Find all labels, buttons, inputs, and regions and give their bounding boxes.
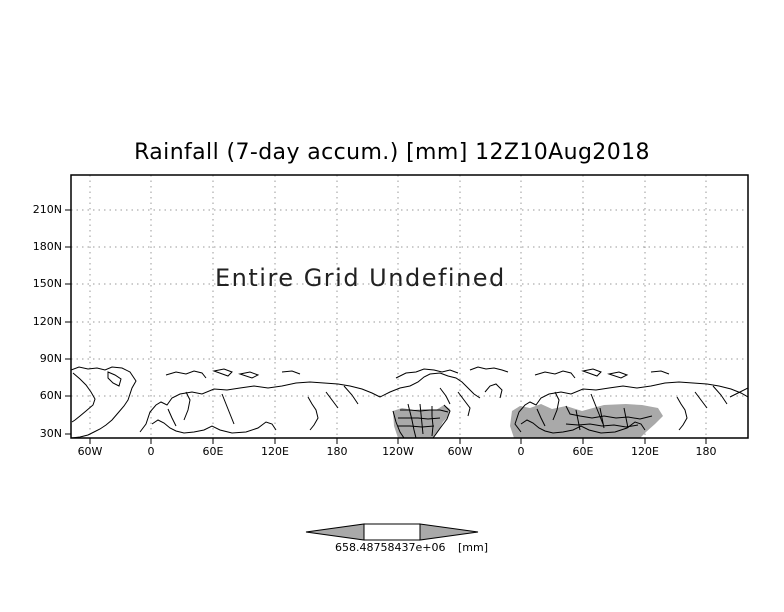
map-gridlines	[71, 175, 748, 438]
y-tick-label: 60N	[39, 389, 62, 402]
y-tick-label: 90N	[39, 352, 62, 365]
coastlines	[71, 366, 748, 438]
y-tick-label: 150N	[32, 277, 62, 290]
x-tick-label: 180	[695, 445, 717, 458]
plot-frame	[70, 174, 749, 439]
x-tick-label: 120E	[261, 445, 289, 458]
x-tick-label: 0	[147, 445, 155, 458]
undefined-grid-message: Entire Grid Undefined	[215, 264, 506, 292]
colorbar-box	[363, 523, 421, 541]
x-tick-label: 60W	[77, 445, 103, 458]
x-tick-label: 120E	[631, 445, 659, 458]
y-tick-label: 210N	[32, 203, 62, 216]
x-axis-ticks	[89, 438, 707, 444]
y-axis-ticks	[65, 209, 71, 435]
colorbar-value-label: 658.48758437e+06	[335, 541, 446, 554]
y-tick-label: 180N	[32, 240, 62, 253]
shading-eurasia	[510, 404, 663, 438]
colorbar	[305, 523, 479, 541]
x-tick-label: 60E	[572, 445, 594, 458]
colorbar-left-arrow	[305, 523, 365, 541]
x-tick-label: 180	[326, 445, 348, 458]
colorbar-unit-label: [mm]	[458, 541, 489, 554]
x-tick-label: 60E	[202, 445, 224, 458]
x-tick-label: 120W	[382, 445, 414, 458]
y-tick-label: 120N	[32, 315, 62, 328]
y-tick-label: 30N	[39, 427, 62, 440]
x-tick-label: 60W	[447, 445, 473, 458]
chart-title: Rainfall (7-day accum.) [mm] 12Z10Aug201…	[134, 140, 650, 165]
colorbar-right-arrow	[419, 523, 479, 541]
x-tick-label: 0	[517, 445, 525, 458]
